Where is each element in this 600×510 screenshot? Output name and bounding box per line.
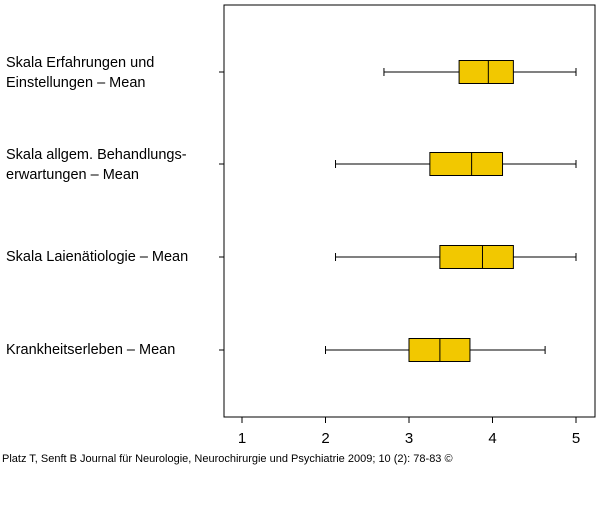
category-label: Krankheitserleben – Mean: [6, 340, 175, 360]
x-tick-label: 5: [572, 430, 580, 447]
box-iqr: [439, 245, 514, 269]
box-iqr: [429, 152, 504, 176]
category-label-line: Skala allgem. Behandlungs-: [6, 147, 187, 163]
category-label: Skala Laienätiologie – Mean: [6, 247, 188, 267]
category-label: Skala Erfahrungen und Einstellungen – Mea…: [6, 53, 154, 93]
x-tick-label: 1: [238, 430, 246, 447]
box-iqr: [458, 60, 514, 84]
category-label-line: Krankheitserleben – Mean: [6, 342, 176, 358]
x-tick-label: 2: [321, 430, 329, 447]
category-label: Skala allgem. Behandlungs-erwartungen – …: [6, 145, 187, 185]
category-label-line: Skala Laienätiologie – Mean: [6, 249, 189, 265]
x-tick-label: 4: [488, 430, 496, 447]
boxplot-chart: 1 2 3 4 5: [219, 4, 596, 447]
category-label-line: erwartungen – Mean: [6, 167, 139, 183]
category-label-line: Skala Erfahrungen und: [6, 55, 155, 71]
source-citation: Platz T, Senft B Journal für Neurologie,…: [2, 453, 453, 465]
x-tick-label: 3: [405, 430, 413, 447]
category-label-line: Einstellungen – Mean: [6, 75, 146, 91]
